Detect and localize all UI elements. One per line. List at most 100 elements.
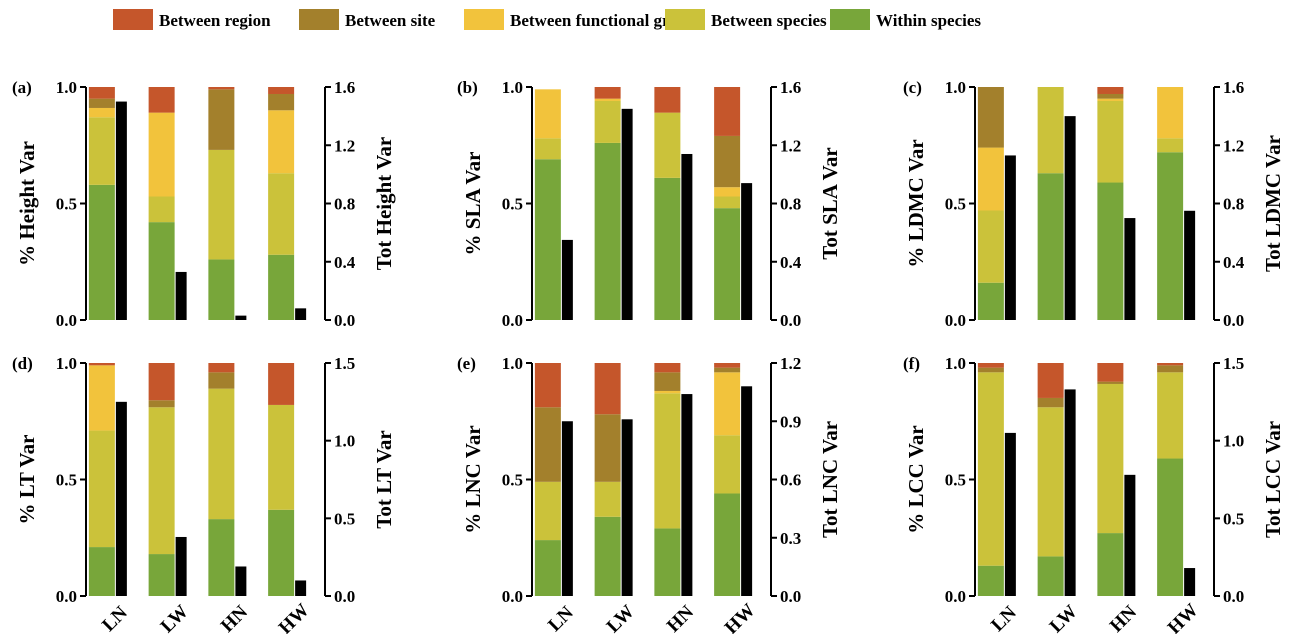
right-axis-title: Tot LNC Var — [818, 421, 842, 538]
right-tick-label: 1.0 — [1223, 432, 1244, 451]
bar-ln-within-species — [534, 159, 561, 320]
bar-lw-within-species — [594, 142, 621, 320]
panel-e: LN LW HN HW 0.0 0.5 1.0 0.0 0.3 0.6 0.9 1.2 % LNC Va… — [457, 354, 842, 634]
total-bar-hn — [681, 153, 693, 320]
total-bar-hn — [235, 566, 247, 596]
bar-hn-between-functional-group — [654, 390, 681, 394]
bar-hw-between-functional-group — [1157, 87, 1184, 139]
chart-panels: 0.0 0.5 1.0 0.0 0.4 0.8 1.2 1.6 % Height Var Tot … — [12, 78, 1285, 634]
total-bar-ln — [1004, 155, 1016, 320]
bar-hn-between-site — [1097, 93, 1124, 99]
bar-lw-between-region — [148, 87, 175, 113]
left-tick-label: 0.5 — [502, 195, 523, 214]
total-bar-lw — [1064, 116, 1076, 320]
legend-label-between-functional-group: Between functional group — [510, 11, 697, 30]
panel-label: (c) — [903, 78, 922, 97]
bar-lw-within-species — [1037, 556, 1064, 596]
legend-label-between-site: Between site — [345, 11, 436, 30]
bar-hn-between-site — [654, 372, 681, 391]
panel-b: 0.0 0.5 1.0 0.0 0.4 0.8 1.2 1.6 % SLA Var Tot SLA… — [457, 78, 842, 330]
panel-label: (a) — [12, 78, 32, 97]
left-axis-title: % SLA Var — [461, 152, 485, 256]
bar-lw-within-species — [594, 516, 621, 596]
total-bar-lw — [621, 108, 633, 320]
bar-ln-between-region — [977, 363, 1004, 368]
x-tick-label-hn: HN — [217, 601, 252, 634]
right-axis-title: Tot Height Var — [372, 137, 396, 270]
bar-hn-within-species — [1097, 533, 1124, 596]
bar-hw-within-species — [714, 208, 741, 320]
bar-ln-within-species — [977, 565, 1004, 596]
bar-ln-between-region — [534, 363, 561, 408]
total-bar-ln — [115, 101, 127, 320]
bar-ln-between-site — [534, 407, 561, 482]
bar-ln-between-species — [977, 210, 1004, 283]
bar-hw-between-species — [1157, 372, 1184, 459]
right-tick-label: 1.2 — [1223, 136, 1244, 155]
right-tick-label: 0.4 — [1223, 253, 1245, 272]
total-bar-ln — [561, 421, 573, 596]
panel-label: (f) — [903, 354, 920, 373]
bar-hw-between-species — [268, 404, 295, 510]
left-tick-label: 1.0 — [502, 78, 523, 97]
x-tick-label-ln: LN — [987, 602, 1021, 634]
x-tick-label-ln: LN — [98, 602, 132, 634]
bar-hw-between-site — [714, 367, 741, 373]
right-tick-label: 0.0 — [334, 587, 355, 606]
bar-ln-between-region — [88, 87, 115, 99]
bar-hw-between-species — [268, 173, 295, 255]
bar-hw-between-functional-group — [714, 372, 741, 436]
bar-ln-between-species — [534, 138, 561, 160]
right-tick-label: 1.2 — [334, 136, 355, 155]
right-tick-label: 0.8 — [334, 195, 355, 214]
bar-lw-within-species — [148, 554, 175, 596]
bar-ln-between-species — [534, 481, 561, 541]
right-tick-label: 1.6 — [334, 78, 355, 97]
bar-lw-between-species — [594, 481, 621, 517]
bar-lw-between-site — [594, 414, 621, 482]
total-bar-hn — [1124, 218, 1136, 320]
bar-ln-between-functional-group — [977, 147, 1004, 211]
bar-ln-between-site — [977, 367, 1004, 373]
left-tick-label: 0.0 — [945, 587, 966, 606]
legend-swatch-between-species — [665, 9, 705, 30]
right-tick-label: 0.5 — [1223, 509, 1244, 528]
bar-hn-between-region — [654, 363, 681, 373]
bar-hn-between-species — [208, 149, 235, 260]
bar-hn-between-site — [208, 89, 235, 150]
legend-swatch-within-species — [830, 9, 870, 30]
bar-hn-between-species — [1097, 383, 1124, 534]
bar-hn-between-site — [208, 372, 235, 389]
bar-hw-between-species — [1157, 138, 1184, 153]
bar-hn-between-region — [208, 363, 235, 373]
x-tick-label-lw: LW — [157, 601, 193, 634]
right-tick-label: 1.5 — [334, 354, 355, 373]
left-axis-title: % LCC Var — [904, 425, 928, 534]
right-tick-label: 0.4 — [334, 253, 356, 272]
panel-c: 0.0 0.5 1.0 0.0 0.4 0.8 1.2 1.6 % LDMC Var Tot LD… — [903, 78, 1285, 330]
bar-hw-within-species — [1157, 152, 1184, 320]
panel-f: LN LW HN HW 0.0 0.5 1.0 0.0 0.5 1.0 1.5 % LCC Var To… — [903, 354, 1285, 634]
bar-hn-between-species — [208, 388, 235, 520]
panel-label: (d) — [12, 354, 33, 373]
right-tick-label: 0.9 — [780, 412, 801, 431]
legend: Between region Between site Between functi… — [113, 9, 981, 30]
bar-ln-between-site — [977, 87, 1004, 148]
right-tick-label: 0.8 — [1223, 195, 1244, 214]
right-axis-title: Tot LT Var — [372, 430, 396, 528]
bar-lw-between-functional-group — [594, 98, 621, 101]
bar-ln-between-functional-group — [534, 89, 561, 139]
right-tick-label: 0.0 — [1223, 311, 1244, 330]
right-tick-label: 0.4 — [780, 253, 802, 272]
bar-hn-between-region — [1097, 363, 1124, 382]
left-tick-label: 0.5 — [56, 195, 77, 214]
panel-label: (b) — [457, 78, 478, 97]
total-bar-ln — [115, 401, 127, 596]
bar-hw-within-species — [1157, 458, 1184, 596]
total-bar-hn — [235, 315, 247, 320]
x-tick-label-ln: LN — [544, 602, 578, 634]
bar-hn-within-species — [654, 177, 681, 320]
left-tick-label: 0.0 — [502, 311, 523, 330]
right-tick-label: 0.3 — [780, 529, 801, 548]
bar-hn-between-region — [208, 87, 235, 90]
